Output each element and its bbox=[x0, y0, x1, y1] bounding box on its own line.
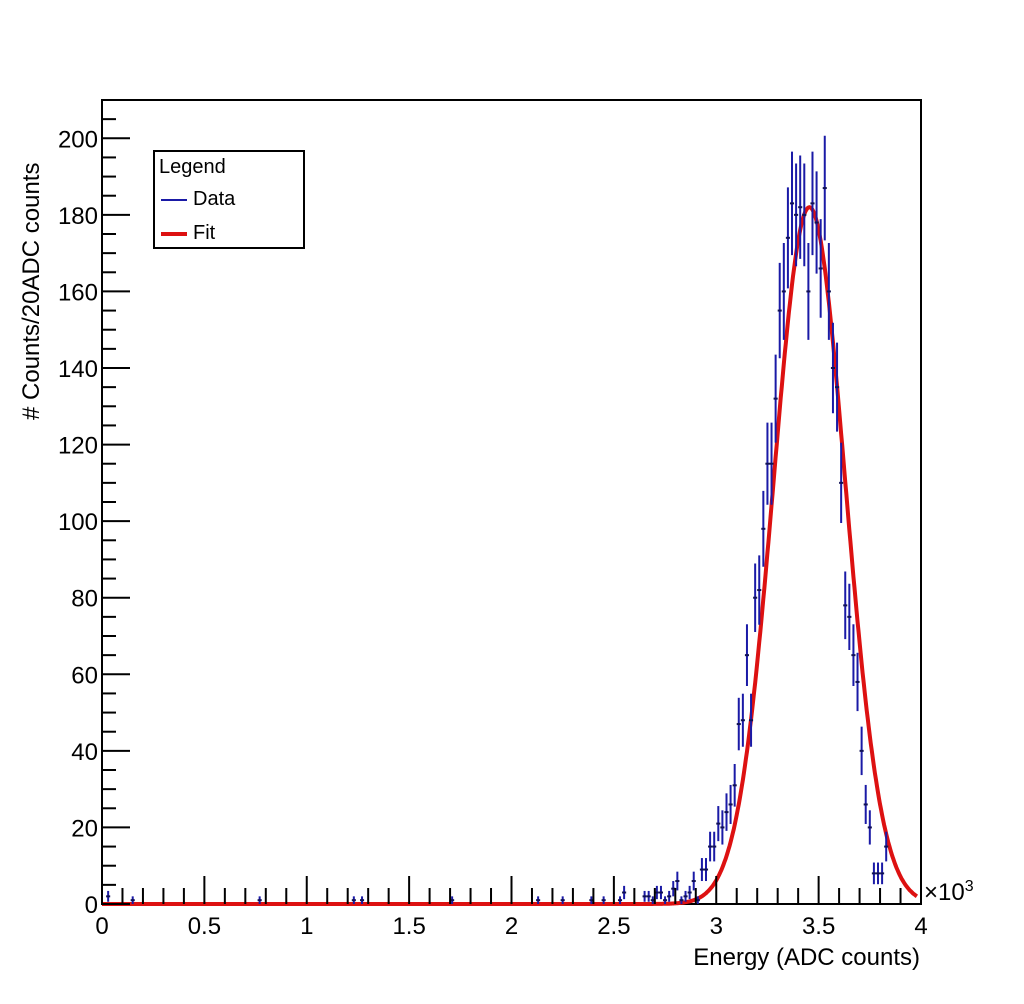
svg-text:0: 0 bbox=[85, 892, 98, 919]
svg-text:60: 60 bbox=[71, 662, 98, 689]
svg-text:40: 40 bbox=[71, 739, 98, 766]
svg-text:2.5: 2.5 bbox=[597, 913, 630, 940]
legend-box: Legend Data Fit bbox=[153, 150, 305, 249]
svg-text:3.5: 3.5 bbox=[802, 913, 835, 940]
legend-title: Legend bbox=[159, 156, 226, 178]
axis-ticks: 0 0.5 1 1.5 2 2.5 3 3.5 402040608010012014016018… bbox=[58, 99, 928, 940]
svg-text:0.5: 0.5 bbox=[188, 913, 221, 940]
x-axis-multiplier: ×103 bbox=[924, 878, 974, 906]
svg-text:160: 160 bbox=[58, 279, 98, 306]
y-axis-label: # Counts/20ADC counts bbox=[18, 162, 45, 420]
svg-text:100: 100 bbox=[58, 509, 98, 536]
svg-text:3: 3 bbox=[710, 913, 723, 940]
legend-label-data: Data bbox=[193, 188, 236, 210]
fit-swatch-icon bbox=[161, 231, 187, 236]
data-points bbox=[106, 135, 889, 904]
svg-text:0: 0 bbox=[95, 913, 108, 940]
legend-entry-data: Data bbox=[161, 188, 235, 211]
svg-text:140: 140 bbox=[58, 356, 98, 383]
svg-text:180: 180 bbox=[58, 203, 98, 230]
fit-curve bbox=[102, 205, 919, 906]
svg-text:2: 2 bbox=[505, 913, 518, 940]
svg-text:20: 20 bbox=[71, 815, 98, 842]
svg-text:80: 80 bbox=[71, 586, 98, 613]
svg-text:120: 120 bbox=[58, 433, 98, 460]
x-axis-label: Energy (ADC counts) bbox=[693, 944, 920, 971]
svg-text:1.5: 1.5 bbox=[392, 913, 425, 940]
svg-text:1: 1 bbox=[300, 913, 313, 940]
legend-label-fit: Fit bbox=[193, 222, 216, 244]
data-swatch-icon bbox=[161, 198, 187, 201]
svg-text:4: 4 bbox=[914, 913, 927, 940]
legend-entry-fit: Fit bbox=[161, 222, 215, 245]
svg-text:200: 200 bbox=[58, 126, 98, 153]
